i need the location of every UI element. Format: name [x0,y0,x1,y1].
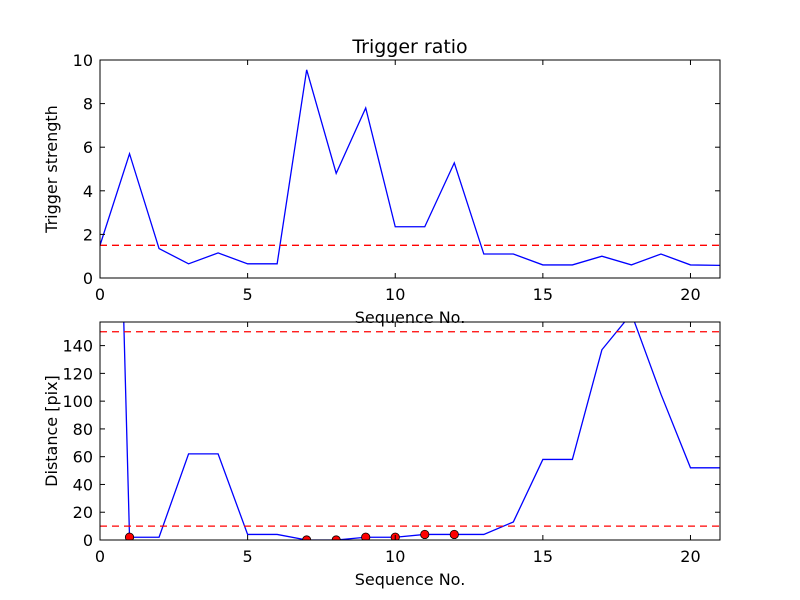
distance-y-tick-label: 120 [62,364,93,383]
distance-marker-point [124,532,135,540]
distance-panel: 0 5 10 15 20 0 20 40 60 80 100 120 140 Sequence No. Di… [42,321,721,589]
distance-y-tick-label: 100 [62,392,93,411]
trigger-y-tick-label: 10 [73,51,93,70]
distance-series-line-0 [123,322,720,540]
trigger-x-tick-label: 20 [680,285,700,304]
trigger-y-tick-label: 6 [83,138,93,157]
trigger-series-line-0 [100,69,720,267]
trigger-axes-frame [99,59,721,279]
distance-axes-frame [99,321,721,541]
distance-y-tick-label: 60 [73,448,93,467]
distance-x-tick-label: 15 [533,547,553,566]
distance-marker-point [361,532,371,540]
trigger-y-tick-label: 2 [83,225,93,244]
trigger-x-tick-label: 10 [385,285,405,304]
distance-marker-point [420,529,430,540]
trigger-x-tick-label: 15 [533,285,553,304]
trigger-y-axis-label: Trigger strength [42,105,61,234]
distance-y-tick-label: 20 [73,503,93,522]
trigger-y-tick-label: 4 [83,182,93,201]
trigger-x-tick-label: 5 [243,285,253,304]
trigger-x-tick-label: 0 [95,285,105,304]
distance-x-tick-label: 0 [95,547,105,566]
distance-y-tick-label: 0 [83,531,93,550]
distance-x-tick-label: 5 [243,547,253,566]
distance-y-tick-label: 140 [62,337,93,356]
distance-plot-area [100,322,720,540]
distance-x-axis-label: Sequence No. [355,570,466,589]
distance-x-tick-label: 10 [385,547,405,566]
trigger-x-axis-label: Sequence No. [355,308,466,327]
distance-x-tick-label: 20 [680,547,700,566]
distance-y-tick-label: 80 [73,420,93,439]
trigger-chart-title: Trigger ratio [351,36,467,58]
distance-marker-point [449,529,459,540]
distance-y-tick-label: 40 [73,475,93,494]
trigger-y-tick-label: 0 [83,269,93,288]
trigger-ratio-panel: 0 5 10 15 20 0 2 4 6 8 10 Trigger ratio Sequence No.… [42,36,721,327]
trigger-y-tick-label: 8 [83,95,93,114]
distance-y-axis-label: Distance [pix] [42,375,61,487]
trigger-plot-area [100,69,720,267]
